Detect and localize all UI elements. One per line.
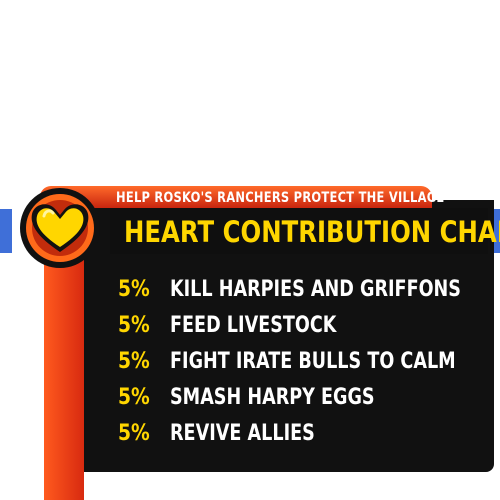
contribution-label: FIGHT IRATE BULLS TO CALM bbox=[170, 349, 456, 374]
contribution-label: SMASH HARPY EGGS bbox=[170, 385, 375, 410]
contribution-percent: 5% bbox=[118, 349, 150, 374]
contribution-percent: 5% bbox=[118, 313, 150, 338]
contribution-list: 5% KILL HARPIES AND GRIFFONS 5% FEED LIV… bbox=[118, 272, 488, 452]
contribution-label: KILL HARPIES AND GRIFFONS bbox=[170, 277, 461, 302]
red-header-bar bbox=[40, 186, 432, 208]
left-blue-accent bbox=[0, 209, 12, 253]
contribution-label: REVIVE ALLIES bbox=[170, 421, 315, 446]
contribution-label: FEED LIVESTOCK bbox=[170, 313, 337, 338]
heart-icon bbox=[18, 186, 102, 270]
list-item: 5% SMASH HARPY EGGS bbox=[118, 380, 488, 416]
contribution-percent: 5% bbox=[118, 421, 150, 446]
contribution-percent: 5% bbox=[118, 385, 150, 410]
panel-subtitle: HELP ROSKO'S RANCHERS PROTECT THE VILLAG… bbox=[116, 190, 445, 206]
list-item: 5% KILL HARPIES AND GRIFFONS bbox=[118, 272, 488, 308]
title-band bbox=[110, 208, 488, 254]
list-item: 5% REVIVE ALLIES bbox=[118, 416, 488, 452]
panel-title: HEART CONTRIBUTION CHART bbox=[124, 215, 500, 249]
contribution-percent: 5% bbox=[118, 277, 150, 302]
list-item: 5% FIGHT IRATE BULLS TO CALM bbox=[118, 344, 488, 380]
list-item: 5% FEED LIVESTOCK bbox=[118, 308, 488, 344]
